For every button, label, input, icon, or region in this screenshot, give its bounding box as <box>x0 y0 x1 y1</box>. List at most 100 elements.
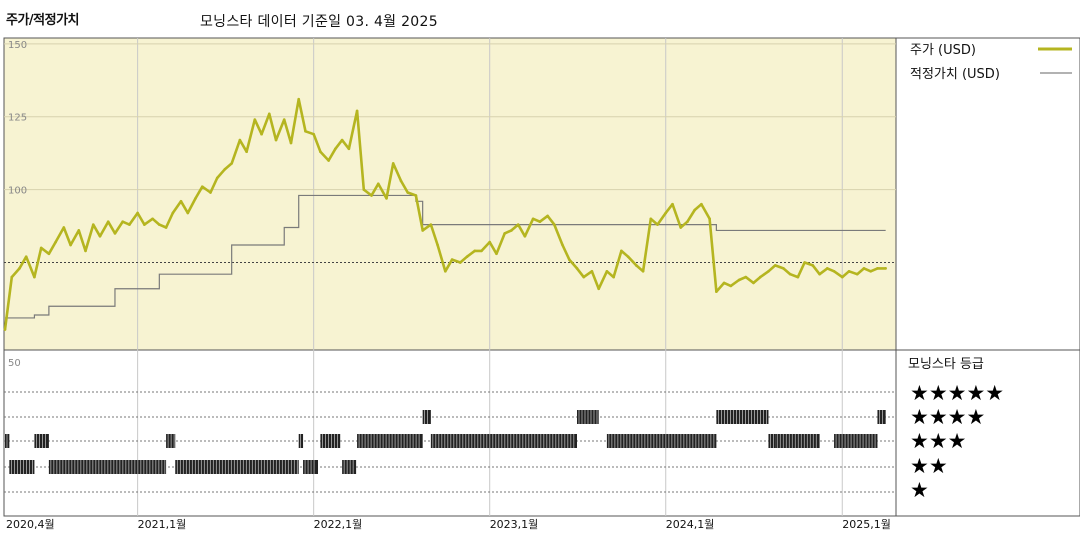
price-point <box>3 328 7 331</box>
price-point <box>421 229 424 232</box>
price-point <box>523 234 527 238</box>
price-point <box>209 191 212 194</box>
price-point <box>450 258 454 261</box>
price-point <box>679 226 682 229</box>
price-point <box>744 275 748 279</box>
price-point <box>436 243 439 247</box>
star-label-4: ★★★★ <box>910 405 985 429</box>
price-point <box>136 211 139 215</box>
price-point <box>869 269 873 273</box>
price-point <box>347 147 351 151</box>
price-point <box>758 275 762 279</box>
x-tick-label: 2024,1월 <box>666 518 715 531</box>
price-point <box>91 223 95 226</box>
price-point <box>267 112 271 116</box>
price-point <box>561 243 564 247</box>
price-point <box>531 217 535 221</box>
price-point <box>194 197 197 200</box>
price-point <box>10 275 14 279</box>
price-point <box>465 255 469 258</box>
price-point <box>729 284 733 288</box>
chart-frame <box>3 37 1080 517</box>
price-point <box>782 267 785 270</box>
price-point <box>884 267 887 270</box>
price-point <box>641 269 645 273</box>
price-point <box>334 147 337 151</box>
price-point <box>62 226 66 229</box>
rating-bar <box>357 434 423 448</box>
price-point <box>458 261 462 264</box>
rating-bar <box>606 434 717 448</box>
price-point <box>664 211 668 215</box>
price-point <box>840 275 844 279</box>
price-point <box>649 217 653 221</box>
price-point <box>635 264 638 267</box>
price-point <box>362 188 366 191</box>
price-point <box>444 269 447 273</box>
price-point <box>656 223 659 226</box>
price-point <box>69 243 72 247</box>
price-point <box>503 232 506 235</box>
price-point <box>722 281 726 285</box>
price-point <box>767 269 770 273</box>
price-point <box>495 252 498 256</box>
y-tick-label: 150 <box>8 40 27 51</box>
price-point <box>811 264 815 267</box>
price-point <box>297 97 301 101</box>
price-point <box>355 109 359 113</box>
price-point <box>737 278 741 282</box>
fair-value-line <box>5 194 886 319</box>
price-point <box>370 194 373 197</box>
price-point <box>626 255 630 258</box>
star-label-3: ★★★ <box>910 429 966 453</box>
price-point <box>399 179 403 183</box>
price-point <box>818 272 821 276</box>
price-point <box>480 249 483 253</box>
price-panel-background <box>4 38 896 350</box>
price-point <box>826 267 829 270</box>
x-tick-label: 2025,1월 <box>842 518 891 531</box>
price-point <box>106 220 110 224</box>
price-point <box>385 197 388 200</box>
rating-bar <box>9 460 35 474</box>
price-point <box>773 264 777 267</box>
rating-layer <box>4 391 896 493</box>
price-point <box>597 287 600 291</box>
price-point <box>200 185 204 189</box>
price-point <box>406 191 410 194</box>
price-point <box>473 249 477 253</box>
rating-bar <box>430 434 577 448</box>
price-point <box>847 269 851 273</box>
price-point <box>803 261 806 264</box>
price-point <box>796 275 800 279</box>
price-point <box>18 267 21 270</box>
price-point <box>516 223 520 226</box>
price-point <box>143 223 146 226</box>
price-point <box>151 217 154 221</box>
rating-bar <box>768 434 776 448</box>
price-point <box>245 150 248 154</box>
rating-y-label: 50 <box>8 358 21 369</box>
price-point <box>158 223 161 226</box>
chart-title: 주가/적정가치 <box>6 13 80 28</box>
legend-fair-value-label: 적정가치 (USD) <box>910 67 1000 82</box>
price-point <box>179 199 183 203</box>
price-point <box>715 290 718 293</box>
price-point <box>24 255 28 258</box>
price-point <box>488 240 492 244</box>
price-point <box>215 176 219 180</box>
price-point <box>686 220 689 224</box>
price-point <box>186 211 190 215</box>
price-point <box>391 162 395 165</box>
price-point <box>327 159 330 162</box>
chart-subtitle: 모닝스타 데이터 기준일 03. 4월 2025 <box>200 14 438 30</box>
rating-bar <box>422 410 431 424</box>
price-point <box>319 150 322 154</box>
price-point <box>582 275 586 279</box>
price-point <box>54 240 57 244</box>
price-point <box>312 132 315 136</box>
price-point <box>77 229 81 232</box>
star-label-2: ★★ <box>910 454 948 478</box>
rating-bar <box>834 434 878 448</box>
